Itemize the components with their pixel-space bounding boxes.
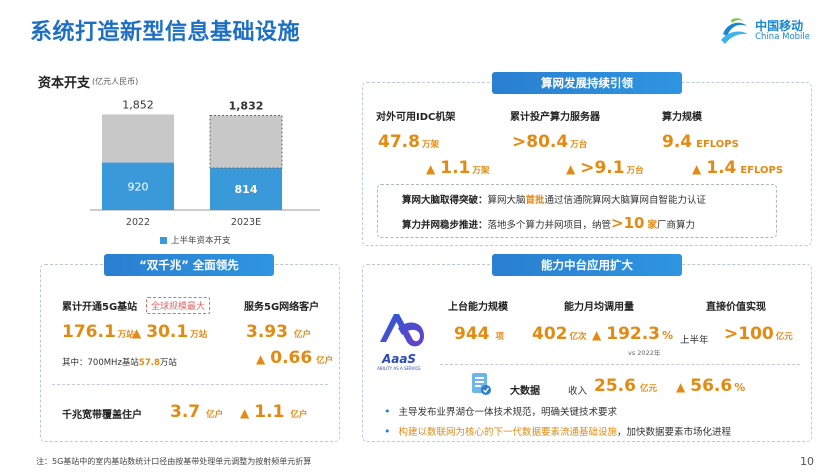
compute-scale-delta: ▲ 1.4 EFLOPS <box>692 158 784 178</box>
china-mobile-logo: 中国移动 China Mobile <box>717 14 810 48</box>
direct-value-label: 直接价值实现 <box>706 302 766 313</box>
servers-delta: ▲ >9.1 万台 <box>566 158 644 178</box>
broadband-value: 3.7 亿户 <box>170 402 224 422</box>
platform-panel-header: 能力中台应用扩大 <box>492 254 682 276</box>
idc-label: 对外可用IDC机架 <box>376 112 456 123</box>
page-title: 系统打造新型信息基础设施 <box>30 20 301 45</box>
bar-value-label: 920 <box>128 180 149 193</box>
bullet-icon: • <box>384 404 391 418</box>
aaas-subtitle: ABILITY AS A SERVICE <box>377 366 421 371</box>
monthly-calls-delta: ▲ 192.3% <box>592 324 674 344</box>
up-triangle-icon: ▲ <box>676 380 686 394</box>
compute-scale-value: 9.4 EFLOPS <box>662 132 739 152</box>
platform-separator <box>440 364 800 365</box>
broadband-label: 千兆宽带覆盖住户 <box>62 410 142 421</box>
logo-cn-text: 中国移动 <box>755 19 804 34</box>
logo-en-text: China Mobile <box>755 31 810 42</box>
x-tick-label: 2023E <box>231 217 261 228</box>
china-mobile-logo-icon <box>721 18 749 44</box>
legend-label: 上半年资本开支 <box>171 236 231 246</box>
servers-label: 累计投产算力服务器 <box>510 112 600 123</box>
income-value: 25.6 亿元 <box>594 376 657 396</box>
idc-value: 47.8 万架 <box>378 132 439 152</box>
compute-panel-header: 算网发展持续引领 <box>492 72 682 94</box>
vs-2022-note: vs 2022年 <box>628 349 661 357</box>
aaas-name: AaaS <box>381 352 417 366</box>
compute-note-grid: 算力并网稳步推进： 落地多个算力并网项目，纳管 >10 家 厂商算力 <box>402 214 696 232</box>
up-triangle-icon: ▲ <box>256 352 266 366</box>
bar-total-label: 1,832 <box>229 100 264 113</box>
5g-clients-value: 3.93 亿户 <box>246 322 311 342</box>
up-triangle-icon: ▲ <box>426 162 436 176</box>
bar-h1-2022 <box>102 162 174 210</box>
bullet-icon: • <box>384 424 391 438</box>
idc-delta: ▲ 1.1 万架 <box>426 158 490 178</box>
up-triangle-icon: ▲ <box>132 326 142 340</box>
platform-bullet-2: • 构建以数联网为核心的下一代数据要素流通基础设施 ，加快数据要素市场化进程 <box>384 424 732 439</box>
direct-value-value: >100 亿元 <box>724 324 793 344</box>
monthly-calls-value: 402 亿次 <box>532 324 587 344</box>
up-triangle-icon: ▲ <box>692 162 702 176</box>
platform-bullet-1: • 主导发布业界湖仓一体技术规范，明确关键技术要求 <box>384 404 618 419</box>
up-triangle-icon: ▲ <box>240 406 250 420</box>
aaas-logo: AaaS ABILITY AS A SERVICE <box>372 308 426 372</box>
5g-clients-label: 服务5G网络客户 <box>244 302 320 313</box>
footnote: 注：5G基站中的室内基站数统计口径由按基带处理单元调整为按射频单元折算 <box>36 457 312 466</box>
ability-scale-value: 944 项 <box>454 324 505 344</box>
5g-bs-delta: ▲ 30.1 万站 <box>132 322 208 342</box>
x-tick-label: 2022 <box>126 217 150 228</box>
5g-bs-value: 176.1 万站 <box>62 322 135 342</box>
h1-label: 上半年 <box>680 335 709 346</box>
bar-h2-2022 <box>102 114 174 163</box>
income-delta: ▲ 56.6% <box>676 376 746 396</box>
compute-note-brain: 算网大脑取得突破： 算网大脑 首批 通过信通院算网大脑算网自智能力认证 <box>402 195 707 206</box>
income-label: 收入 <box>568 386 588 397</box>
global-largest-tag: 全球规模最大 <box>146 297 211 314</box>
5g-clients-delta: ▲ 0.66 亿户 <box>256 348 334 368</box>
legend-swatch <box>160 236 167 244</box>
gigabit-panel-header: “双千兆” 全面领先 <box>104 254 274 276</box>
capex-legend: 上半年资本开支 <box>160 234 231 246</box>
broadband-delta: ▲ 1.1 亿户 <box>240 402 308 422</box>
ability-scale-label: 上台能力规模 <box>448 302 508 313</box>
compute-scale-label: 算力规模 <box>662 112 702 123</box>
700mhz-note: 其中：700MHz基站57.8万站 <box>62 358 177 368</box>
aaas-logo-icon <box>380 314 424 347</box>
gigabit-separator <box>52 384 328 385</box>
page-number: 10 <box>800 455 814 468</box>
capex-chart: 920 1,852 2022 814 1,832 2023E <box>90 98 320 228</box>
bar-h1-2023E <box>210 168 282 210</box>
bar-h2-2023E <box>209 115 283 169</box>
bigdata-icon <box>470 372 492 396</box>
bar-value-label: 814 <box>235 183 258 196</box>
monthly-calls-label: 能力月均调用量 <box>564 302 634 313</box>
servers-value: >80.4 万台 <box>512 132 588 152</box>
up-triangle-icon: ▲ <box>566 162 576 176</box>
5g-bs-label: 累计开通5G基站 <box>62 302 138 313</box>
bar-total-label: 1,852 <box>122 98 154 111</box>
up-triangle-icon: ▲ <box>592 328 602 342</box>
compute-notes-box <box>377 184 777 238</box>
bigdata-label: 大数据 <box>510 386 540 397</box>
capex-title: 资本开支 <box>38 76 91 91</box>
capex-unit: (亿元人民币) <box>92 77 139 86</box>
